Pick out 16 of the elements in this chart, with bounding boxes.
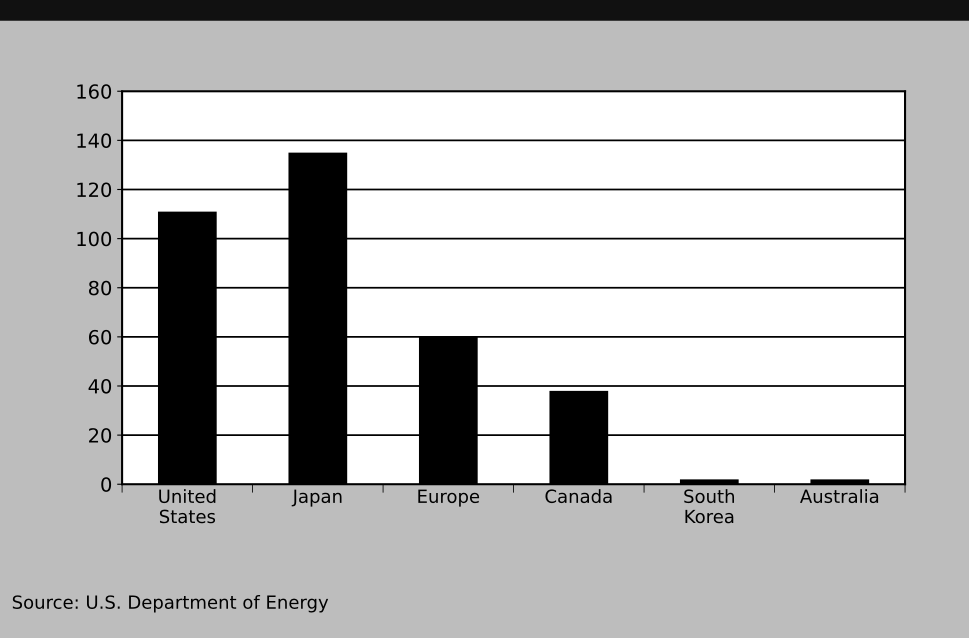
- y-tick-label: 120: [77, 182, 112, 198]
- x-tick-label: Japan: [292, 490, 342, 507]
- y-tick-label: 40: [88, 378, 112, 394]
- y-tick-label: 140: [77, 133, 112, 148]
- y-tick-label: 0: [101, 477, 112, 492]
- y-tick-label: 100: [77, 232, 112, 246]
- x-tick-label: Australia: [800, 489, 878, 504]
- x-tick-label: United States: [159, 489, 216, 524]
- x-tick-label: Europe: [418, 490, 480, 507]
- y-tick-label: 80: [88, 280, 112, 296]
- y-tick-label: 20: [89, 428, 112, 443]
- y-tick-label: 60: [88, 330, 112, 345]
- source-note: Source: U.S. Department of Energy: [12, 595, 328, 612]
- x-tick-label: Canada: [545, 489, 612, 504]
- y-tick-label: 160: [77, 84, 112, 99]
- x-tick-label: South Korea: [684, 489, 734, 524]
